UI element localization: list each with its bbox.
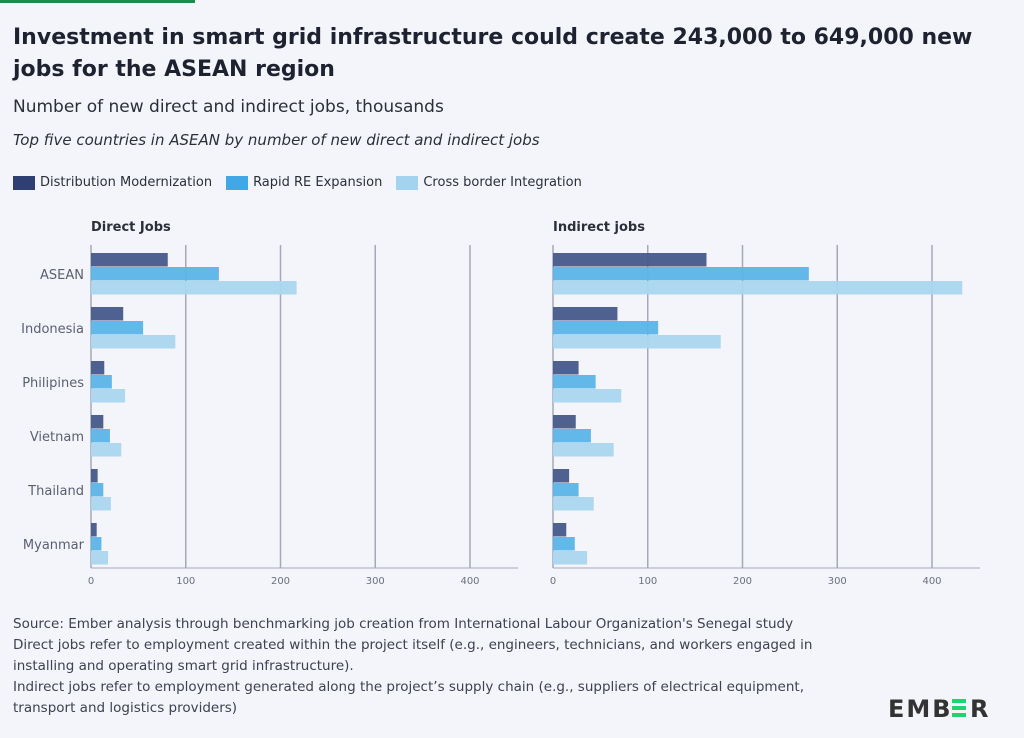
bar-rapid-re-expansion	[553, 321, 659, 335]
legend-swatch	[13, 175, 35, 190]
x-tick-label: 200	[733, 576, 752, 587]
x-tick-label: 300	[828, 576, 847, 587]
bar-rapid-re-expansion	[553, 429, 591, 443]
category-label: Philipines	[22, 376, 84, 391]
bar-cross-border-integration	[91, 551, 109, 565]
bar-distribution-modernization	[553, 469, 570, 483]
x-tick-label: 300	[366, 576, 385, 587]
bar-distribution-modernization	[553, 253, 707, 267]
bar-cross-border-integration	[553, 389, 622, 403]
ember-logo: EMB R	[888, 695, 998, 724]
bar-distribution-modernization	[553, 415, 576, 429]
svg-text:EMB: EMB	[888, 696, 953, 720]
legend-item-distribution: Distribution Modernization	[13, 175, 212, 190]
bar-distribution-modernization	[553, 361, 579, 375]
panel-title: Indirect jobs	[553, 220, 645, 235]
chart-description: Top five countries in ASEAN by number of…	[13, 131, 540, 149]
bar-cross-border-integration	[553, 443, 614, 457]
bar-cross-border-integration	[553, 551, 588, 565]
legend-swatch	[226, 175, 249, 190]
bar-rapid-re-expansion	[91, 321, 144, 335]
bar-rapid-re-expansion	[91, 429, 110, 443]
bar-cross-border-integration	[91, 389, 126, 403]
bar-cross-border-integration	[91, 497, 111, 511]
bar-cross-border-integration	[553, 281, 963, 295]
indirect-jobs-note: Indirect jobs refer to employment genera…	[13, 679, 804, 716]
legend-swatch	[396, 175, 419, 190]
x-tick-label: 200	[271, 576, 290, 587]
bar-rapid-re-expansion	[91, 267, 219, 281]
chart-subtitle: Number of new direct and indirect jobs, …	[13, 97, 444, 117]
bar-distribution-modernization	[553, 307, 618, 321]
x-tick-label: 100	[176, 576, 195, 587]
bar-distribution-modernization	[91, 253, 168, 267]
legend-label: Cross border Integration	[423, 175, 582, 190]
bar-rapid-re-expansion	[91, 537, 102, 551]
bar-rapid-re-expansion	[553, 483, 579, 497]
category-label: Indonesia	[21, 322, 84, 337]
panel-title: Direct Jobs	[91, 220, 171, 235]
category-label: ASEAN	[40, 268, 84, 283]
bar-cross-border-integration	[553, 497, 594, 511]
bar-distribution-modernization	[91, 469, 98, 483]
top-accent-line	[0, 0, 195, 3]
chart-title: Investment in smart grid infrastructure …	[13, 25, 973, 82]
footer-notes: Source: Ember analysis through benchmark…	[13, 614, 853, 719]
bar-cross-border-integration	[91, 281, 297, 295]
svg-text:R: R	[970, 696, 988, 720]
x-tick-label: 0	[88, 576, 94, 587]
bar-cross-border-integration	[91, 335, 176, 349]
legend-label: Distribution Modernization	[40, 175, 213, 190]
bar-rapid-re-expansion	[553, 537, 575, 551]
legend-item-cross-border: Cross border Integration	[396, 175, 582, 190]
bar-rapid-re-expansion	[553, 375, 596, 389]
x-tick-label: 400	[460, 576, 479, 587]
bar-rapid-re-expansion	[91, 375, 112, 389]
direct-jobs-note: Direct jobs refer to employment created …	[13, 637, 813, 674]
category-label: Myanmar	[23, 538, 85, 553]
source-note: Source: Ember analysis through benchmark…	[13, 616, 794, 632]
category-label: Thailand	[27, 484, 84, 499]
bar-rapid-re-expansion	[553, 267, 809, 281]
bar-charts: Direct Jobs 0 100 200 300 400 ASEAN Indonesia Ph…	[21, 220, 980, 587]
x-tick-label: 0	[550, 576, 556, 587]
bar-cross-border-integration	[91, 443, 122, 457]
legend-label: Rapid RE Expansion	[253, 175, 383, 190]
legend-item-rapid-re: Rapid RE Expansion	[226, 175, 382, 190]
bar-distribution-modernization	[91, 307, 124, 321]
bar-distribution-modernization	[91, 415, 104, 429]
legend: Distribution Modernization Rapid RE Expa…	[13, 175, 582, 190]
bar-distribution-modernization	[91, 361, 105, 375]
bar-rapid-re-expansion	[91, 483, 104, 497]
x-tick-label: 100	[638, 576, 657, 587]
category-label: Vietnam	[30, 430, 84, 445]
x-tick-label: 400	[922, 576, 941, 587]
bar-cross-border-integration	[553, 335, 721, 349]
bar-distribution-modernization	[553, 523, 567, 537]
bar-distribution-modernization	[91, 523, 97, 537]
